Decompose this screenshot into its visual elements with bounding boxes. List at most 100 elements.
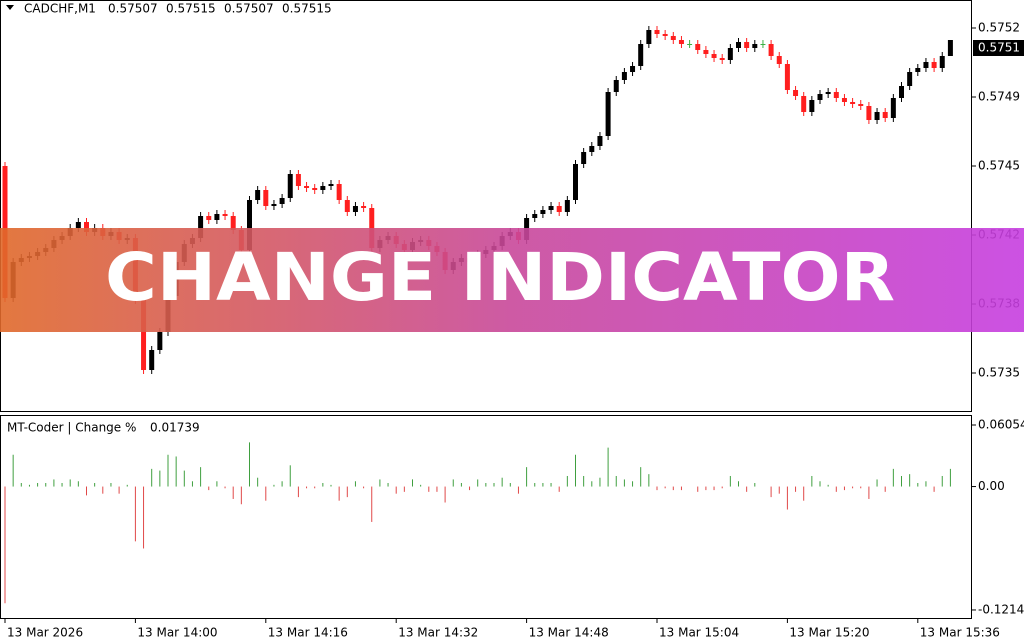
candle-body <box>662 34 668 36</box>
candle-body <box>793 90 799 96</box>
candle-body <box>573 164 578 200</box>
candle-body <box>915 68 921 72</box>
candle-body <box>206 216 212 220</box>
candle-body <box>361 206 367 208</box>
candle-body <box>882 112 888 118</box>
candle-body <box>744 42 750 48</box>
candle-body <box>149 350 155 370</box>
candle-body <box>760 44 766 45</box>
y-tick-label: 0.06054 <box>978 418 1024 432</box>
candle-body <box>214 214 220 220</box>
candle-body <box>312 188 318 190</box>
candle-body <box>776 56 782 64</box>
candle-body <box>532 214 538 218</box>
candle-body <box>833 92 839 98</box>
candle-body <box>597 136 603 146</box>
candle-body <box>711 54 717 58</box>
candle-body <box>263 190 269 206</box>
candle-body <box>344 200 350 212</box>
candle-body <box>858 104 864 106</box>
candle-body <box>890 98 896 118</box>
candle-body <box>736 42 741 48</box>
candle-body <box>141 300 147 370</box>
candle-body <box>295 174 301 186</box>
header-open: 0.57507 <box>108 2 158 16</box>
header-close: 0.57515 <box>282 2 332 16</box>
x-tick-label: 13 Mar 14:16 <box>268 626 348 640</box>
banner-background <box>0 228 1024 332</box>
indicator-pane-frame <box>0 415 972 619</box>
candle-body <box>198 216 204 238</box>
candle-body <box>287 174 293 198</box>
candle-body <box>654 30 660 34</box>
candle-body <box>752 44 758 48</box>
banner-text: CHANGE INDICATOR <box>105 239 895 316</box>
candle-body <box>646 30 652 44</box>
candle-body <box>279 198 285 204</box>
candle-body <box>75 222 81 228</box>
candle-body <box>638 44 644 66</box>
candle-body <box>727 48 733 60</box>
x-tick-label: 13 Mar 15:04 <box>659 626 739 640</box>
candle-body <box>605 92 611 136</box>
candle-body <box>222 214 228 216</box>
y-tick-label: 0.5749 <box>978 90 1020 104</box>
y-tick-label: 0.5752 <box>978 21 1020 35</box>
candle-body <box>230 216 236 230</box>
y-tick-label: 0.5745 <box>978 159 1020 173</box>
candle-body <box>678 40 684 44</box>
x-tick-label: 13 Mar 14:32 <box>398 626 478 640</box>
candle-body <box>923 62 929 68</box>
candle-body <box>328 184 334 186</box>
candle-body <box>695 44 701 50</box>
candle-body <box>320 186 326 190</box>
x-tick-label: 13 Mar 15:36 <box>920 626 1000 640</box>
last-price-badge <box>973 40 1024 56</box>
candle-body <box>907 72 913 86</box>
candle-body <box>784 64 790 90</box>
candle-body <box>336 184 342 200</box>
candle-body <box>84 222 89 232</box>
candle-body <box>564 200 570 212</box>
candle-body <box>931 62 937 68</box>
candle-body <box>939 56 945 68</box>
candle-body <box>304 186 310 188</box>
candle-body <box>630 66 636 72</box>
candle-body <box>556 206 562 212</box>
y-tick-label: 0.5735 <box>978 366 1020 380</box>
candle-body <box>255 190 261 200</box>
candle-body <box>768 44 774 56</box>
candle-body <box>613 80 619 92</box>
main-pane-frame <box>0 0 972 412</box>
symbol-title: CADCHF,M1 <box>24 2 96 16</box>
header-high: 0.57515 <box>166 2 216 16</box>
candle-body <box>841 98 847 102</box>
indicator-value: 0.01739 <box>150 421 200 435</box>
candle-body <box>687 44 693 45</box>
x-tick-label: 13 Mar 2026 <box>7 626 83 640</box>
candle-body <box>817 94 823 100</box>
candle-body <box>670 36 676 40</box>
candle-body <box>247 200 252 250</box>
candle-body <box>866 106 872 120</box>
x-tick-label: 13 Mar 14:00 <box>137 626 217 640</box>
x-tick-label: 13 Mar 15:20 <box>789 626 869 640</box>
candle-body <box>621 72 627 80</box>
header-low: 0.57507 <box>224 2 274 16</box>
candle-body <box>157 332 163 350</box>
header-arrow <box>6 5 14 10</box>
candle-body <box>548 206 554 210</box>
last-price-label: 0.5751 <box>978 41 1020 55</box>
candle-body <box>874 112 880 120</box>
candle-body <box>589 146 595 152</box>
candle-body <box>825 92 831 94</box>
y-tick-label: -0.1214 <box>978 602 1024 616</box>
candle-body <box>540 210 546 214</box>
candle-body <box>947 40 953 56</box>
x-tick-label: 13 Mar 14:48 <box>529 626 609 640</box>
candle-body <box>352 206 358 212</box>
candle-body <box>271 204 277 206</box>
indicator-title: MT-Coder | Change % <box>7 421 136 435</box>
